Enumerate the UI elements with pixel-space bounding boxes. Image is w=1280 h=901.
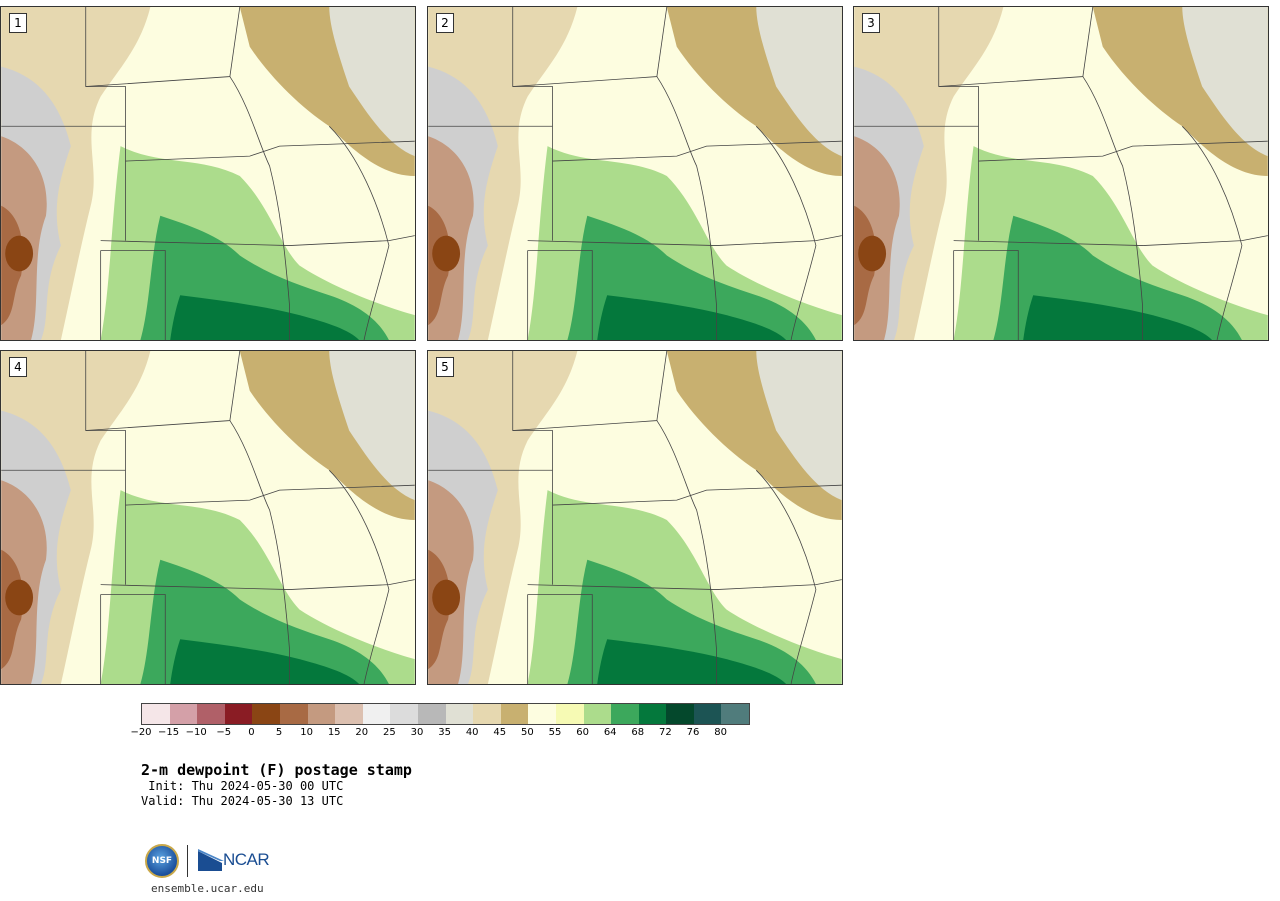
- colorbar-tick-label: 76: [686, 727, 700, 738]
- ensemble-member-map-3: 3: [853, 6, 1269, 341]
- member-label: 1: [9, 13, 27, 33]
- nsf-logo: NSF: [145, 844, 179, 878]
- dewpoint-colorbar: [141, 703, 751, 725]
- ensemble-member-map-5: 5: [427, 350, 843, 685]
- colorbar-swatch: [721, 704, 750, 724]
- colorbar-swatch: [307, 704, 336, 724]
- colorbar-tick-label: 30: [410, 727, 424, 738]
- ncar-logo-text: NCAR: [223, 850, 270, 869]
- colorbar-tick-label: 50: [521, 727, 534, 738]
- colorbar-swatch: [638, 704, 667, 724]
- colorbar-tick-label: 0: [248, 727, 255, 738]
- colorbar-swatch: [335, 704, 363, 724]
- colorbar-tick-label: 80: [714, 727, 727, 738]
- colorbar-tick-label: −20: [130, 727, 152, 738]
- colorbar-swatch: [666, 704, 694, 724]
- colorbar-swatch: [197, 704, 225, 724]
- ensemble-member-map-1: 1: [0, 6, 416, 341]
- colorbar-tick-label: −15: [158, 727, 180, 738]
- valid-time: Valid: Thu 2024-05-30 13 UTC: [141, 794, 344, 808]
- colorbar-swatch: [583, 704, 612, 724]
- ensemble-member-map-4: 4: [0, 350, 416, 685]
- colorbar-tick-label: 20: [355, 727, 369, 738]
- colorbar-swatch: [500, 704, 529, 724]
- member-label: 5: [436, 357, 454, 377]
- colorbar-swatch: [417, 704, 446, 724]
- colorbar-swatch: [555, 704, 584, 724]
- colorbar-tick-label: 40: [465, 727, 479, 738]
- logo-divider: [187, 845, 188, 877]
- colorbar-swatch: [142, 704, 170, 724]
- colorbar-swatch: [473, 704, 501, 724]
- colorbar-tick-label: 55: [548, 727, 562, 738]
- colorbar-tick-label: 60: [576, 727, 589, 738]
- ensemble-member-map-2: 2: [427, 6, 843, 341]
- colorbar-tick-label: 5: [275, 727, 283, 738]
- dewpoint-map-1: [1, 7, 415, 340]
- colorbar-swatch: [169, 704, 198, 724]
- colorbar-swatch: [445, 704, 474, 724]
- colorbar-tick-label: 35: [438, 727, 451, 738]
- colorbar-swatch: [611, 704, 639, 724]
- colorbar-swatch: [693, 704, 722, 724]
- colorbar-ticks: −20 −15 −10 −5 0 5 10 15 20 25 30 35 40 45 50 55 60 64 68 7…: [130, 727, 761, 741]
- member-label: 2: [436, 13, 454, 33]
- site-url: ensemble.ucar.edu: [151, 882, 264, 895]
- figure-title: 2-m dewpoint (F) postage stamp: [141, 761, 412, 779]
- colorbar-tick-label: −5: [216, 727, 232, 738]
- member-label: 4: [9, 357, 27, 377]
- colorbar-swatch: [224, 704, 253, 724]
- dewpoint-map-3: [854, 7, 1268, 340]
- colorbar-tick-label: 25: [383, 727, 396, 738]
- init-time: Init: Thu 2024-05-30 00 UTC: [141, 779, 344, 793]
- colorbar-tick-label: 64: [603, 727, 617, 738]
- logos: NSF NCAR: [145, 843, 275, 879]
- colorbar-tick-label: −10: [185, 727, 207, 738]
- colorbar-tick-label: 15: [327, 727, 341, 738]
- ncar-logo-icon: [198, 849, 224, 871]
- dewpoint-map-2: [428, 7, 842, 340]
- dewpoint-map-5: [428, 351, 842, 684]
- member-label: 3: [862, 13, 880, 33]
- colorbar-tick-label: 68: [631, 727, 645, 738]
- colorbar-tick-label: 10: [300, 727, 313, 738]
- colorbar-swatch: [279, 704, 308, 724]
- colorbar-tick-label: 45: [493, 727, 507, 738]
- colorbar-swatch: [252, 704, 280, 724]
- colorbar-swatch: [362, 704, 391, 724]
- colorbar-swatch: [390, 704, 418, 724]
- dewpoint-map-4: [1, 351, 415, 684]
- colorbar-tick-label: 72: [659, 727, 672, 738]
- colorbar-swatch: [528, 704, 556, 724]
